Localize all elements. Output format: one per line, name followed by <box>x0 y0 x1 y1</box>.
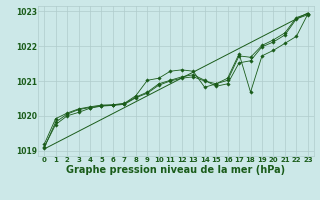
X-axis label: Graphe pression niveau de la mer (hPa): Graphe pression niveau de la mer (hPa) <box>67 165 285 175</box>
